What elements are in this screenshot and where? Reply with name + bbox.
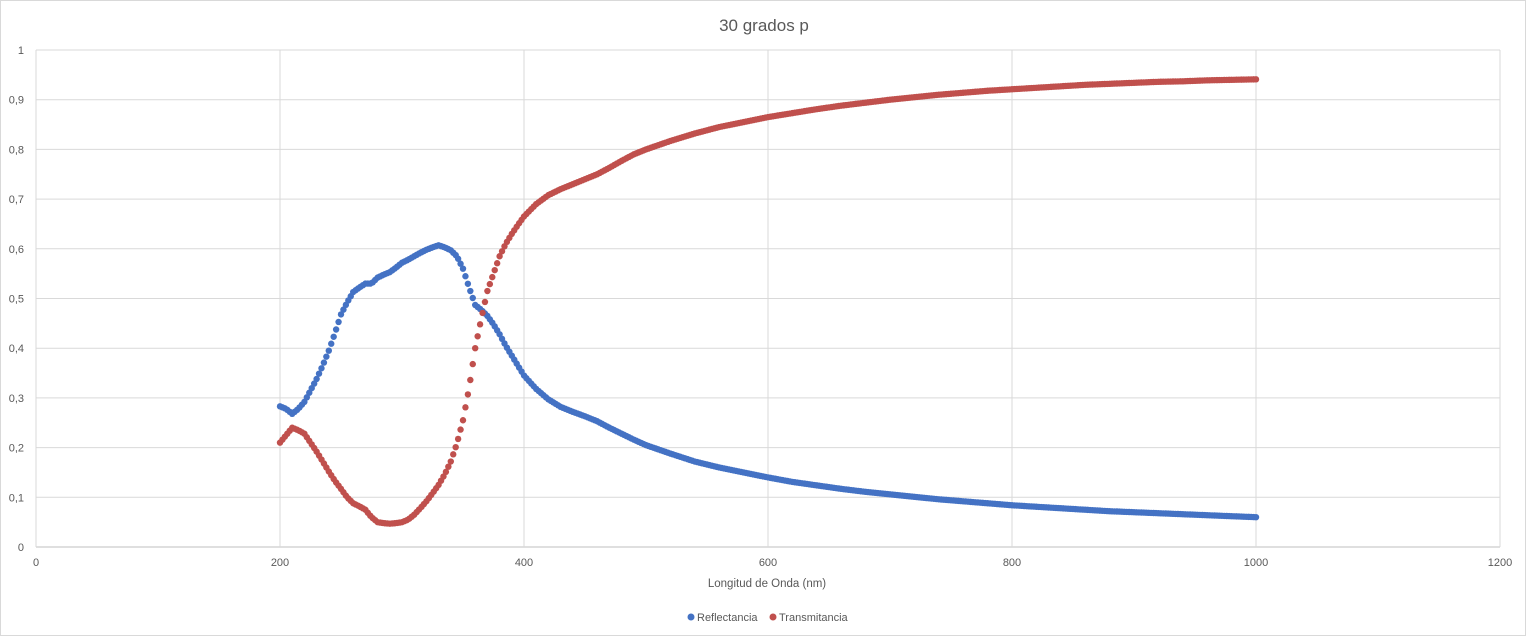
data-point (340, 306, 347, 313)
x-tick-label: 0 (33, 557, 39, 569)
y-tick-label: 0,3 (9, 393, 24, 405)
data-point (459, 265, 467, 272)
data-point (323, 353, 330, 360)
data-point (493, 260, 501, 267)
series-layer (276, 76, 1260, 527)
data-point (320, 359, 328, 366)
data-point (325, 347, 332, 354)
data-point (467, 376, 474, 384)
x-tick-label: 400 (515, 557, 533, 569)
data-point (442, 468, 450, 476)
data-point (489, 273, 496, 281)
data-point (498, 248, 506, 255)
data-point (318, 365, 325, 372)
data-point (469, 360, 476, 368)
data-point (467, 287, 474, 295)
x-axis-title: Longitud de Onda (nm) (708, 578, 826, 590)
data-point (447, 458, 454, 465)
y-tick-label: 0,9 (9, 95, 24, 107)
x-tick-label: 1000 (1244, 557, 1268, 569)
data-point (337, 311, 345, 318)
chart-title: 30 grados p (719, 16, 809, 35)
data-point (1252, 513, 1260, 521)
data-point (452, 444, 459, 451)
y-tick-label: 1 (18, 45, 24, 57)
x-tick-label: 600 (759, 557, 777, 569)
data-point (491, 266, 498, 274)
y-tick-label: 0,4 (9, 343, 24, 355)
data-point (313, 375, 320, 383)
data-point (476, 321, 484, 328)
y-tick-label: 0,8 (9, 144, 24, 156)
data-point (472, 345, 479, 352)
data-point (445, 463, 452, 470)
data-point (486, 280, 494, 288)
data-point (330, 333, 337, 340)
data-point (464, 391, 472, 398)
data-point (332, 326, 340, 333)
data-point (484, 287, 491, 295)
y-tick-label: 0,7 (9, 194, 24, 206)
data-point (496, 253, 503, 260)
data-point (454, 255, 462, 262)
data-point (462, 404, 469, 411)
data-point (1252, 76, 1260, 83)
legend-label-reflectancia: Reflectancia (697, 612, 758, 624)
data-point (315, 370, 323, 377)
data-point (464, 280, 472, 287)
y-tick-label: 0 (18, 542, 24, 554)
data-point (450, 451, 457, 458)
tick-layer: 0 0,1 0,2 0,3 0,4 0,5 0,6 0,7 0,8 0,9 1 0 200 400 600 8… (9, 45, 1513, 569)
legend: Reflectancia Transmitancia (687, 612, 849, 624)
data-point (335, 318, 342, 326)
y-tick-label: 0,5 (9, 294, 24, 306)
series-transmitancia (276, 76, 1260, 527)
data-point (459, 417, 467, 424)
y-tick-label: 0,1 (9, 492, 24, 504)
series-reflectancia (276, 242, 1260, 521)
x-tick-label: 200 (271, 557, 289, 569)
legend-label-transmitancia: Transmitancia (779, 612, 849, 624)
data-point (457, 260, 464, 267)
y-tick-label: 0,2 (9, 443, 24, 455)
legend-marker-transmitancia (769, 613, 777, 621)
grid-layer (35, 49, 1501, 548)
data-point (474, 333, 481, 340)
data-point (469, 294, 476, 302)
x-tick-label: 1200 (1488, 557, 1512, 569)
data-point (328, 340, 335, 347)
data-point (454, 435, 462, 443)
data-point (479, 309, 486, 317)
legend-marker-reflectancia (687, 613, 695, 621)
data-point (457, 426, 464, 433)
x-tick-label: 800 (1003, 557, 1021, 569)
y-tick-label: 0,6 (9, 244, 24, 256)
data-point (462, 273, 469, 280)
data-point (481, 298, 489, 306)
